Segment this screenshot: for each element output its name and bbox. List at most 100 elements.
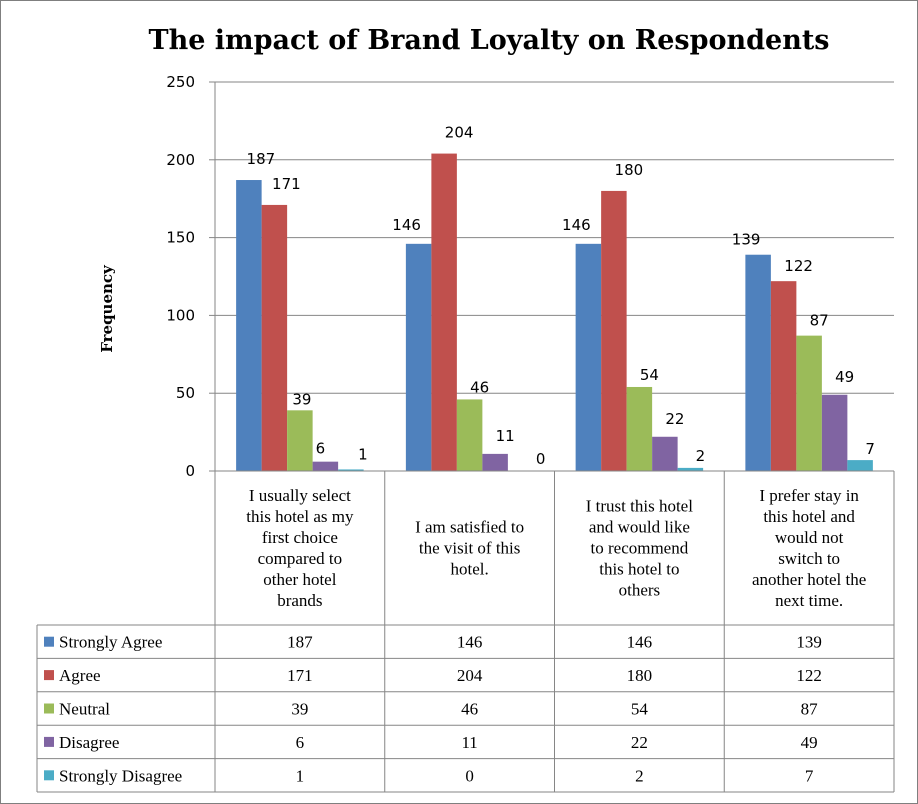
table-cell: 39 bbox=[291, 700, 308, 719]
bar bbox=[652, 436, 678, 471]
table-cell: 180 bbox=[627, 666, 653, 685]
data-label: 39 bbox=[292, 390, 311, 408]
category-label-line: another hotel the bbox=[752, 570, 866, 589]
y-tick-label: 250 bbox=[166, 73, 195, 91]
data-label: 2 bbox=[696, 447, 706, 465]
data-label: 187 bbox=[247, 150, 276, 168]
data-label: 46 bbox=[470, 378, 489, 396]
bars bbox=[236, 153, 873, 472]
table-cell: 87 bbox=[801, 700, 819, 719]
category-label-line: brands bbox=[277, 591, 322, 610]
legend-swatch bbox=[44, 703, 54, 714]
category-label-line: next time. bbox=[775, 591, 843, 610]
data-label: 139 bbox=[732, 231, 761, 249]
category-label-line: I trust this hotel bbox=[586, 497, 693, 516]
data-label: 7 bbox=[865, 440, 875, 458]
table-cell: 146 bbox=[457, 633, 483, 652]
data-label: 22 bbox=[665, 410, 684, 428]
data-label: 146 bbox=[562, 216, 591, 234]
bar bbox=[821, 394, 848, 471]
legend-label: Strongly Agree bbox=[59, 633, 162, 652]
data-labels: 187 146 146 139 171 204 180 122 39 46 54 87 6 11 22 49 1… bbox=[247, 124, 875, 468]
category-label-line: compared to bbox=[258, 549, 343, 568]
bar bbox=[575, 243, 602, 471]
data-label: 6 bbox=[316, 440, 326, 458]
legend-label: Neutral bbox=[59, 700, 110, 719]
y-tick-label: 50 bbox=[176, 384, 195, 402]
data-label: 49 bbox=[835, 368, 854, 386]
legend-label: Strongly Disagree bbox=[59, 766, 182, 785]
category-label-line: other hotel bbox=[263, 570, 336, 589]
data-label: 1 bbox=[358, 445, 368, 463]
table-cell: 187 bbox=[287, 633, 313, 652]
data-label: 122 bbox=[784, 257, 813, 275]
data-table: I usually select this hotel as my first ch… bbox=[36, 470, 895, 793]
legend-swatch bbox=[44, 736, 54, 747]
category-label-line: this hotel to bbox=[599, 560, 679, 579]
legend-swatch bbox=[44, 636, 54, 647]
data-label: 0 bbox=[536, 450, 546, 468]
legend-label: Agree bbox=[59, 666, 101, 685]
legend-swatch bbox=[44, 670, 54, 681]
category-label-line: I prefer stay in bbox=[759, 486, 859, 505]
bar bbox=[338, 469, 364, 471]
category-label-line: others bbox=[619, 581, 661, 600]
category-label-line: to recommend bbox=[591, 539, 689, 558]
chart-title: The impact of Brand Loyalty on Responden… bbox=[148, 25, 829, 56]
bar bbox=[312, 461, 339, 471]
bar bbox=[431, 153, 457, 472]
category-label: I usually select this hotel as my first ch… bbox=[246, 486, 354, 610]
y-axis-label: Frequency bbox=[98, 264, 116, 353]
bar bbox=[677, 467, 704, 471]
category-label-line: the visit of this bbox=[419, 539, 521, 558]
category-label: I prefer stay in this hotel and would not s… bbox=[752, 486, 866, 610]
bar bbox=[482, 453, 508, 471]
data-label: 204 bbox=[445, 124, 474, 142]
y-tick-label: 200 bbox=[166, 151, 195, 169]
bar bbox=[626, 386, 653, 471]
y-tick-label: 150 bbox=[166, 229, 195, 247]
category-label: I am satisfied to the visit of this hotel. bbox=[415, 518, 524, 579]
y-axis-ticks: 0 50 100 150 200 250 bbox=[166, 73, 195, 480]
table-cell: 0 bbox=[465, 766, 474, 785]
bar bbox=[456, 399, 483, 471]
table-cell: 171 bbox=[287, 666, 313, 685]
table-cell: 1 bbox=[296, 766, 305, 785]
category-label-line: hotel. bbox=[451, 560, 489, 579]
legend-swatch bbox=[44, 770, 54, 781]
table-cell: 54 bbox=[631, 700, 649, 719]
category-label-line: first choice bbox=[262, 528, 338, 547]
category-label-line: this hotel as my bbox=[246, 507, 354, 526]
table-cell: 6 bbox=[296, 733, 305, 752]
table-cell: 11 bbox=[461, 733, 477, 752]
y-tick-label: 100 bbox=[166, 306, 195, 324]
bar bbox=[796, 335, 822, 471]
category-label-line: switch to bbox=[778, 549, 840, 568]
bar bbox=[405, 243, 432, 471]
table-cell: 22 bbox=[631, 733, 648, 752]
y-tick-label: 0 bbox=[185, 462, 195, 480]
table-cell: 146 bbox=[627, 633, 653, 652]
data-label: 180 bbox=[615, 161, 644, 179]
category-label: I trust this hotel and would like to recom… bbox=[586, 497, 693, 600]
table-cell: 139 bbox=[796, 633, 822, 652]
table-cell: 2 bbox=[635, 766, 644, 785]
category-label-line: I usually select bbox=[249, 486, 351, 505]
data-label: 87 bbox=[810, 312, 829, 330]
bar bbox=[601, 190, 627, 472]
category-label-line: and would like bbox=[589, 518, 690, 537]
data-label: 146 bbox=[392, 216, 421, 234]
table-cell: 122 bbox=[796, 666, 822, 685]
category-label-line: this hotel and bbox=[763, 507, 855, 526]
bar bbox=[847, 460, 873, 471]
table-cell: 46 bbox=[461, 700, 478, 719]
bar bbox=[745, 254, 771, 471]
category-label-line: I am satisfied to bbox=[415, 518, 524, 537]
table-cell: 7 bbox=[805, 766, 814, 785]
bar bbox=[261, 204, 288, 471]
data-label: 54 bbox=[640, 366, 659, 384]
bar bbox=[770, 281, 797, 471]
legend-label: Disagree bbox=[59, 733, 119, 752]
